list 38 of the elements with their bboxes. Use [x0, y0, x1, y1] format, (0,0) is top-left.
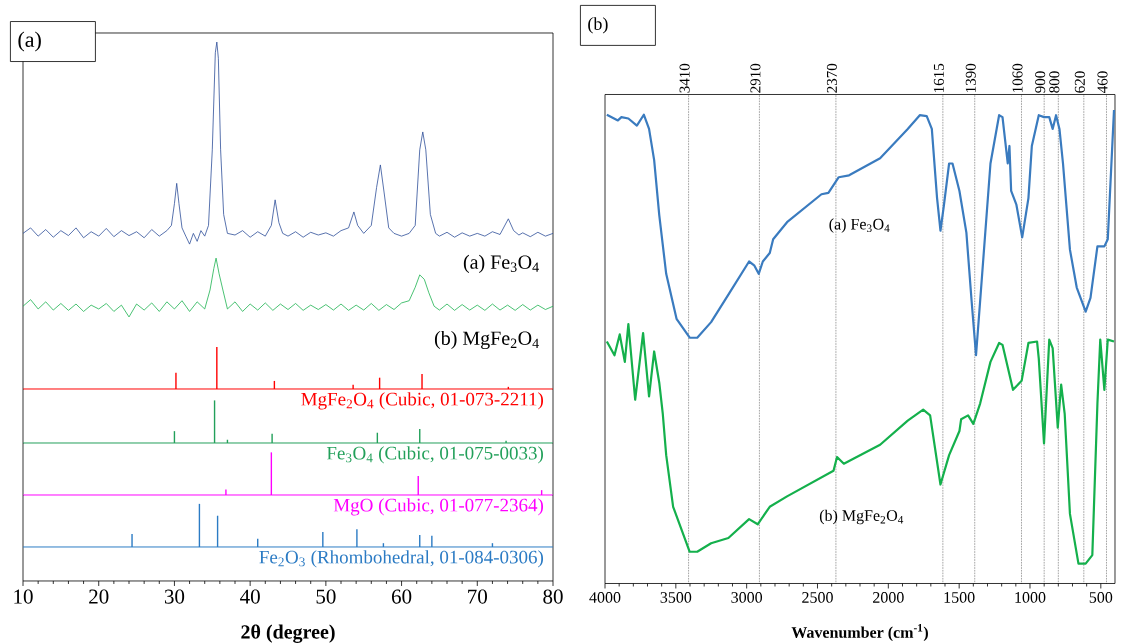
- ref-line-label: 2370: [826, 63, 837, 93]
- ref-line-label: 900: [1035, 71, 1046, 93]
- x-tick-label: 30: [164, 589, 185, 604]
- ref-line-label: 1615: [933, 63, 944, 92]
- x-tick-label: 2500: [802, 592, 833, 603]
- x-axis-title: 2θ (degree): [241, 624, 335, 643]
- x-tick-label: 3500: [660, 592, 692, 603]
- series-label: MgO (Cubic, 01-077-2364): [333, 498, 544, 516]
- series-label: Fe$_{3}$O$_{4}$ (Cubic, 01-075-0033): [326, 446, 543, 464]
- series-label: MgFe$_{2}$O$_{4}$ (Cubic, 01-073-2211): [301, 392, 544, 410]
- x-tick-label: 50: [316, 589, 336, 604]
- ref-line-label: 1060: [1012, 63, 1023, 92]
- annotation: (b) MgFe$_{2}$O$_{4}$: [434, 330, 539, 350]
- x-axis-title: Wavenumber (cm$^{-1}$): [791, 624, 928, 642]
- annotation: (a) Fe$_{3}$O$_{4}$: [463, 254, 539, 273]
- x-tick-label: 2000: [873, 592, 904, 603]
- ref-line-label: 620: [1074, 71, 1085, 93]
- x-tick-label: 80: [543, 589, 563, 604]
- x-tick-label: 10: [14, 589, 33, 604]
- ref-line-label: 1390: [965, 63, 976, 92]
- x-tick-label: 3000: [731, 592, 763, 603]
- x-tick-label: 60: [391, 589, 412, 604]
- x-tick-label: 500: [1089, 592, 1113, 603]
- x-tick-label: 4000: [589, 592, 621, 603]
- ref-line-label: 2910: [750, 63, 761, 93]
- x-tick-label: 20: [89, 589, 109, 604]
- series-label: Fe$_{2}$O$_{3}$ (Rhombohedral, 01-084-0306): [259, 550, 544, 568]
- x-tick-label: 40: [240, 589, 260, 604]
- annotation: (b) MgFe$_{2}$O$_{4}$: [819, 509, 904, 525]
- chart-title: (b): [588, 17, 608, 34]
- x-tick-label: 1000: [1015, 592, 1046, 603]
- ref-line-label: 460: [1097, 71, 1108, 93]
- x-tick-label: 1500: [944, 592, 975, 603]
- ref-line-label: 800: [1049, 71, 1060, 93]
- annotation: (a) Fe$_{3}$O$_{4}$: [829, 218, 890, 233]
- chart-title: (a): [18, 31, 41, 52]
- ref-line-label: 3410: [679, 63, 690, 93]
- x-tick-label: 70: [468, 589, 487, 604]
